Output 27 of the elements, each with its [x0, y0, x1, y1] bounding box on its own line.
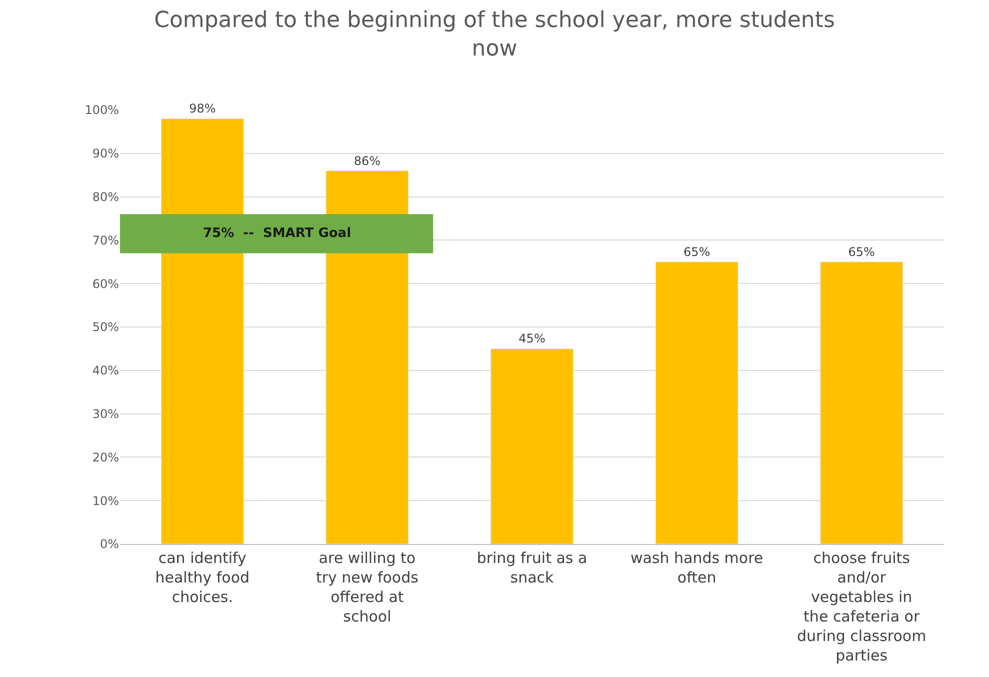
x-tick-label: bring fruit as a snack — [476, 549, 588, 586]
y-tick-label: 70% — [92, 233, 119, 248]
y-tick-label: 80% — [92, 190, 119, 204]
y-tick-label: 10% — [92, 494, 119, 508]
y-tick-label: 60% — [92, 276, 119, 291]
bar — [820, 262, 904, 544]
y-tick-label: 30% — [92, 407, 119, 421]
data-label: 86% — [354, 154, 381, 168]
bar — [490, 348, 574, 544]
data-label: 98% — [189, 102, 216, 116]
x-tick-label: choose fruits and/or vegetables in the cafeteria or during classroom parties — [797, 549, 926, 664]
y-tick-label: 0% — [100, 537, 119, 552]
data-label: 65% — [848, 244, 875, 259]
data-label: 65% — [683, 244, 710, 259]
y-tick-label: 20% — [92, 450, 119, 464]
x-tick-label: can identify healthy food choices. — [155, 549, 250, 606]
y-tick-label: 90% — [92, 146, 119, 161]
bar — [655, 262, 738, 544]
y-tick-label: 50% — [92, 320, 119, 334]
bar — [160, 118, 244, 544]
band-label: 75% -- SMART Goal — [203, 226, 352, 241]
x-tick-label: wash hands more often — [630, 549, 764, 586]
y-tick-label: 40% — [92, 364, 119, 378]
data-label: 45% — [518, 332, 546, 346]
x-tick-label: are willing to try new foods offered at school — [316, 549, 419, 626]
chart-title: Compared to the beginning of the school year, more students now — [154, 8, 835, 62]
y-tick-label: 100% — [84, 103, 119, 118]
